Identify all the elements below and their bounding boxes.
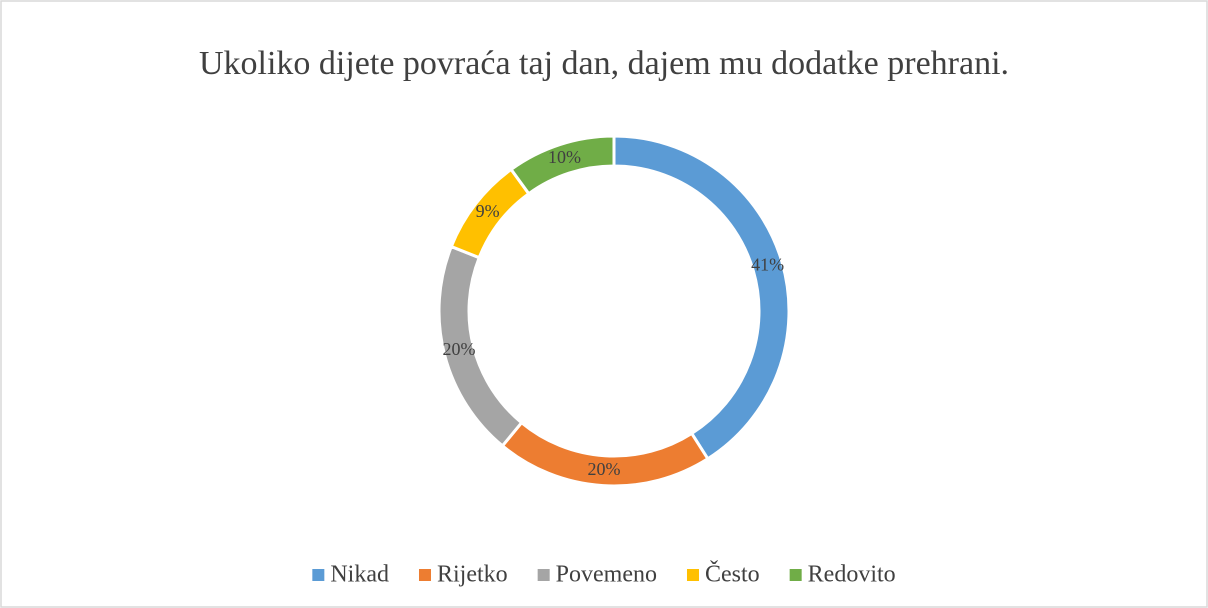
- legend-label: Redovito: [808, 562, 896, 588]
- legend-swatch: [312, 569, 325, 581]
- data-label: 20%: [443, 339, 476, 359]
- data-label: 9%: [476, 201, 500, 221]
- chart-title: Ukoliko dijete povraća taj dan, dajem mu…: [199, 45, 1009, 82]
- legend-label: Povemeno: [556, 562, 657, 588]
- data-label: 20%: [587, 459, 620, 479]
- legend-swatch: [418, 569, 431, 581]
- legend-swatch: [789, 569, 802, 581]
- legend-label: Često: [705, 561, 760, 588]
- doughnut-segment: [509, 134, 616, 196]
- legend-label: Nikad: [330, 562, 389, 588]
- data-label: 41%: [751, 254, 784, 274]
- legend-label: Rijetko: [437, 562, 508, 588]
- legend-swatch: [686, 569, 699, 581]
- legend-swatch: [537, 569, 550, 581]
- data-label: 10%: [548, 147, 581, 167]
